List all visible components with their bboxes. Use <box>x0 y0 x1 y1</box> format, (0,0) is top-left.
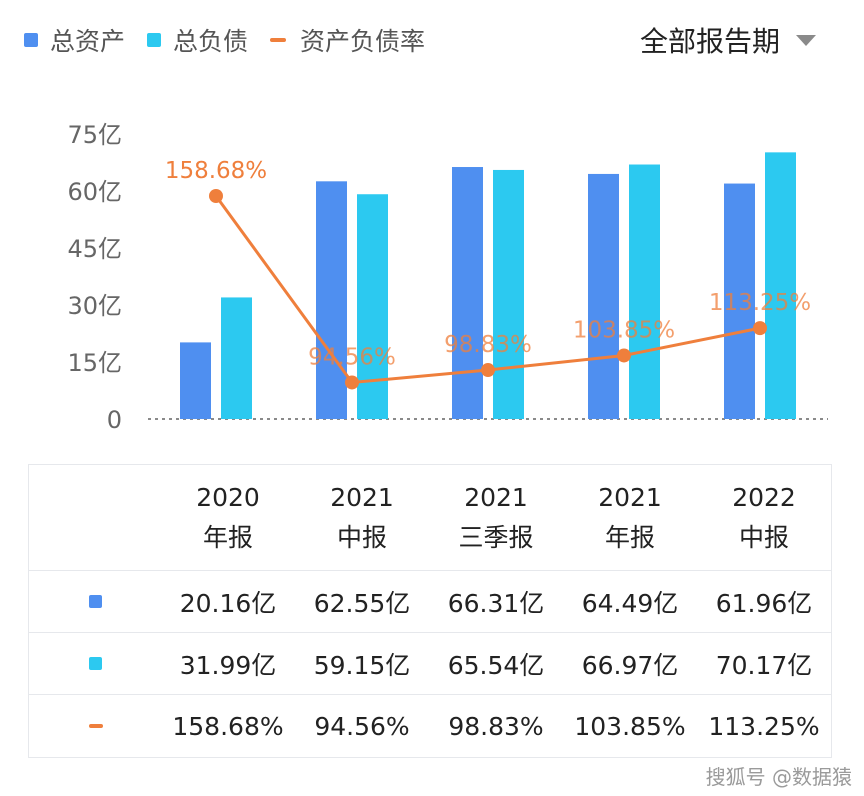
series-marker-cell <box>29 633 161 694</box>
legend-label: 总负债 <box>173 27 249 56</box>
period-selector[interactable]: 全部报告期 <box>640 20 817 60</box>
bar-total-liabilities <box>221 297 252 419</box>
table-cell: 65.54亿 <box>447 650 545 680</box>
table-corner <box>29 465 161 570</box>
table-row: 31.99亿 59.15亿 65.54亿 66.97亿 70.17亿 <box>29 633 831 695</box>
table-header-text: 年报 <box>202 522 253 552</box>
debt-ratio-point <box>753 321 767 336</box>
y-tick-label: 15亿 <box>67 349 122 377</box>
table-cell: 98.83% <box>448 711 544 741</box>
series-square-icon <box>89 657 102 670</box>
bar-total-assets <box>724 183 755 419</box>
table-header-text: 2020 <box>196 482 260 512</box>
table-header-cell: 2021 年报 <box>563 465 697 570</box>
table-row: 20.16亿 62.55亿 66.31亿 64.49亿 61.96亿 <box>29 571 831 633</box>
series-line-icon <box>89 724 103 728</box>
table-header-text: 2022 <box>732 482 796 512</box>
table-cell: 113.25% <box>708 711 820 741</box>
table-cell: 59.15亿 <box>313 650 411 680</box>
debt-ratio-label: 113.25% <box>709 290 811 316</box>
table-header-text: 年报 <box>604 522 655 552</box>
legend-square-icon <box>147 33 162 47</box>
series-square-icon <box>89 595 102 608</box>
y-tick-label: 0 <box>107 406 122 434</box>
chevron-down-icon <box>796 34 817 46</box>
table-row: 158.68% 94.56% 98.83% 103.85% 113.25% <box>29 695 831 757</box>
table-cell: 94.56% <box>314 711 410 741</box>
legend-label: 总资产 <box>50 27 126 56</box>
table-cell: 20.16亿 <box>179 588 277 618</box>
y-tick-label: 75亿 <box>67 121 122 149</box>
table-header-text: 中报 <box>336 522 387 552</box>
series-marker-cell <box>29 695 161 757</box>
chart-legend: 总资产 总负债 资产负债率 <box>24 22 447 58</box>
bar-total-assets <box>180 342 211 419</box>
bar-total-assets <box>452 167 483 419</box>
table-cell: 103.85% <box>574 711 686 741</box>
table-cell: 70.17亿 <box>715 650 813 680</box>
data-table: 2020 年报 2021 中报 2021 三季报 2021 年报 2022 中报 20.16亿 62.… <box>28 464 832 758</box>
table-header-cell: 2021 三季报 <box>429 465 563 570</box>
table-header-row: 2020 年报 2021 中报 2021 三季报 2021 年报 2022 中报 <box>29 465 831 571</box>
table-cell: 61.96亿 <box>715 588 813 618</box>
period-selector-label: 全部报告期 <box>640 25 781 58</box>
debt-ratio-label: 98.83% <box>444 332 532 358</box>
table-cell: 158.68% <box>172 711 284 741</box>
y-tick-label: 45亿 <box>67 235 122 263</box>
table-cell: 66.97亿 <box>581 650 679 680</box>
table-header-cell: 2020 年报 <box>161 465 295 570</box>
legend-line-icon <box>270 38 287 42</box>
table-header-text: 中报 <box>738 522 789 552</box>
table-header-text: 2021 <box>330 482 394 512</box>
debt-ratio-label: 158.68% <box>165 158 267 184</box>
table-cell: 64.49亿 <box>581 588 679 618</box>
bar-total-liabilities <box>629 164 660 419</box>
table-cell: 31.99亿 <box>179 650 277 680</box>
y-tick-label: 60亿 <box>67 178 122 206</box>
table-cell: 62.55亿 <box>313 588 411 618</box>
y-tick-label: 30亿 <box>67 292 122 320</box>
bar-total-liabilities <box>357 194 388 419</box>
debt-ratio-point <box>209 189 223 204</box>
debt-ratio-label: 94.56% <box>308 344 396 370</box>
table-cell: 66.31亿 <box>447 588 545 618</box>
table-header-text: 2021 <box>464 482 528 512</box>
debt-ratio-label: 103.85% <box>573 317 675 343</box>
bar-total-liabilities <box>493 169 524 419</box>
bar-total-assets <box>316 181 347 419</box>
bar-line-chart: 0 15亿 30亿 45亿 60亿 75亿 158.68% 94.56% 98.83% 103.8… <box>67 121 828 434</box>
series-marker-cell <box>29 571 161 632</box>
legend-item[interactable]: 总资产 <box>24 22 125 58</box>
table-header-cell: 2022 中报 <box>697 465 831 570</box>
legend-item[interactable]: 资产负债率 <box>270 22 425 58</box>
legend-square-icon <box>24 33 38 47</box>
debt-ratio-point <box>481 363 495 378</box>
debt-ratio-point <box>617 348 631 363</box>
legend-item[interactable]: 总负债 <box>147 22 248 58</box>
bar-total-liabilities <box>765 152 796 419</box>
bar-total-assets <box>588 173 619 419</box>
table-header-cell: 2021 中报 <box>295 465 429 570</box>
watermark: 搜狐号 @数据猿 <box>705 765 852 789</box>
legend-label: 资产负债率 <box>300 27 426 56</box>
debt-ratio-point <box>345 375 359 390</box>
table-header-text: 2021 <box>598 482 662 512</box>
table-header-text: 三季报 <box>458 522 534 552</box>
